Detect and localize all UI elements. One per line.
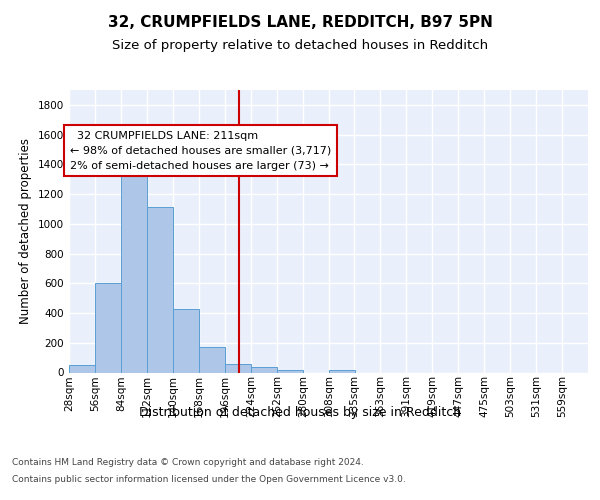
Text: Distribution of detached houses by size in Redditch: Distribution of detached houses by size … bbox=[139, 406, 461, 419]
Bar bbox=[225, 364, 251, 372]
Text: 32, CRUMPFIELDS LANE, REDDITCH, B97 5PN: 32, CRUMPFIELDS LANE, REDDITCH, B97 5PN bbox=[107, 15, 493, 30]
Text: Size of property relative to detached houses in Redditch: Size of property relative to detached ho… bbox=[112, 38, 488, 52]
Bar bbox=[69, 365, 95, 372]
Text: Contains HM Land Registry data © Crown copyright and database right 2024.: Contains HM Land Registry data © Crown c… bbox=[12, 458, 364, 467]
Bar bbox=[173, 310, 199, 372]
Text: Contains public sector information licensed under the Open Government Licence v3: Contains public sector information licen… bbox=[12, 474, 406, 484]
Bar bbox=[121, 174, 147, 372]
Bar bbox=[95, 284, 121, 372]
Bar bbox=[147, 208, 173, 372]
Bar bbox=[199, 347, 225, 372]
Bar bbox=[329, 370, 355, 372]
Y-axis label: Number of detached properties: Number of detached properties bbox=[19, 138, 32, 324]
Text: 32 CRUMPFIELDS LANE: 211sqm
← 98% of detached houses are smaller (3,717)
2% of s: 32 CRUMPFIELDS LANE: 211sqm ← 98% of det… bbox=[70, 131, 331, 170]
Bar bbox=[277, 370, 303, 372]
Bar bbox=[251, 366, 277, 372]
